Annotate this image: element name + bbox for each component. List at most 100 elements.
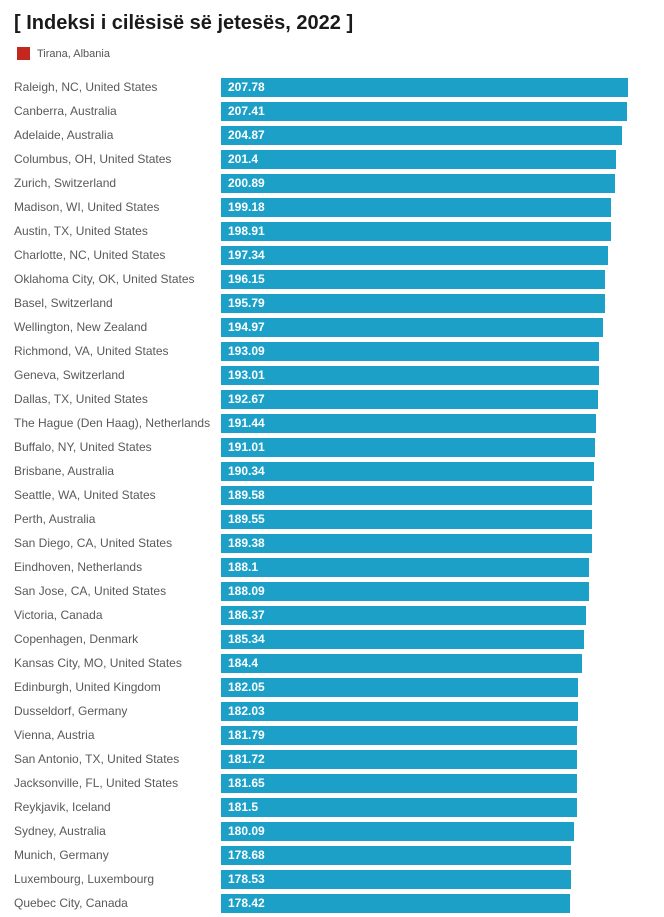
bar-label: Austin, TX, United States bbox=[14, 224, 148, 238]
chart-row: Charlotte, NC, United States 197.34 bbox=[14, 243, 664, 267]
bar-label: Geneva, Switzerland bbox=[14, 368, 125, 382]
bar: 193.01 bbox=[221, 365, 600, 385]
chart-row: Columbus, OH, United States 201.4 bbox=[14, 147, 664, 171]
bar-track: 193.09 bbox=[221, 341, 628, 361]
bar-track: 201.4 bbox=[221, 149, 628, 169]
bar-track: 207.78 bbox=[221, 77, 628, 97]
bar-track: 184.4 bbox=[221, 653, 628, 673]
chart-row: Zurich, Switzerland 200.89 bbox=[14, 171, 664, 195]
bar-value: 182.03 bbox=[228, 704, 265, 718]
chart-row: San Antonio, TX, United States 181.72 bbox=[14, 747, 664, 771]
bar: 182.05 bbox=[221, 677, 578, 697]
chart-row: Copenhagen, Denmark 185.34 bbox=[14, 627, 664, 651]
bar-chart: Raleigh, NC, United States 207.78 Canberra… bbox=[14, 75, 664, 915]
chart-row: Edinburgh, United Kingdom 182.05 bbox=[14, 675, 664, 699]
bar-value: 193.01 bbox=[228, 368, 265, 382]
bar: 195.79 bbox=[221, 293, 605, 313]
bar: 178.42 bbox=[221, 893, 571, 913]
bar-label: San Antonio, TX, United States bbox=[14, 752, 180, 766]
bar-value: 188.1 bbox=[228, 560, 259, 574]
bar-track: 185.34 bbox=[221, 629, 628, 649]
bar-track: 198.91 bbox=[221, 221, 628, 241]
chart-row: Brisbane, Australia 190.34 bbox=[14, 459, 664, 483]
bar-value: 193.09 bbox=[228, 344, 265, 358]
bar: 207.78 bbox=[221, 77, 628, 97]
bar: 185.34 bbox=[221, 629, 585, 649]
chart-row: Richmond, VA, United States 193.09 bbox=[14, 339, 664, 363]
bar: 188.09 bbox=[221, 581, 590, 601]
bar: 178.68 bbox=[221, 845, 571, 865]
bar-value: 181.5 bbox=[228, 800, 259, 814]
bar: 201.4 bbox=[221, 149, 616, 169]
bar-label: Perth, Australia bbox=[14, 512, 96, 526]
bar-label: Basel, Switzerland bbox=[14, 296, 113, 310]
bar-label: Jacksonville, FL, United States bbox=[14, 776, 179, 790]
bar: 198.91 bbox=[221, 221, 611, 241]
bar-label: Zurich, Switzerland bbox=[14, 176, 117, 190]
bar-track: 194.97 bbox=[221, 317, 628, 337]
chart-row: Sydney, Australia 180.09 bbox=[14, 819, 664, 843]
bar-value: 189.58 bbox=[228, 488, 265, 502]
bar-value: 184.4 bbox=[228, 656, 259, 670]
bar-track: 193.01 bbox=[221, 365, 628, 385]
bar-value: 186.37 bbox=[228, 608, 265, 622]
chart-row: Madison, WI, United States 199.18 bbox=[14, 195, 664, 219]
bar-value: 207.41 bbox=[228, 104, 265, 118]
page-title: [ Indeksi i cilësisë së jetesës, 2022 ] bbox=[14, 12, 354, 34]
bar-track: 186.37 bbox=[221, 605, 628, 625]
chart-row: Jacksonville, FL, United States 181.65 bbox=[14, 771, 664, 795]
bar-track: 197.34 bbox=[221, 245, 628, 265]
bar: 189.38 bbox=[221, 533, 592, 553]
chart-row: Wellington, New Zealand 194.97 bbox=[14, 315, 664, 339]
bar-track: 199.18 bbox=[221, 197, 628, 217]
bar: 181.72 bbox=[221, 749, 577, 769]
bar-value: 201.4 bbox=[228, 152, 259, 166]
chart-row: San Diego, CA, United States 189.38 bbox=[14, 531, 664, 555]
legend-label: Tirana, Albania bbox=[37, 47, 110, 60]
bar-value: 191.01 bbox=[228, 440, 265, 454]
chart-row: San Jose, CA, United States 188.09 bbox=[14, 579, 664, 603]
bar: 191.44 bbox=[221, 413, 596, 433]
bar: 181.79 bbox=[221, 725, 578, 745]
bar-track: 180.09 bbox=[221, 821, 628, 841]
bar-track: 200.89 bbox=[221, 173, 628, 193]
bar: 186.37 bbox=[221, 605, 587, 625]
bar-track: 189.38 bbox=[221, 533, 628, 553]
bar-track: 181.79 bbox=[221, 725, 628, 745]
chart-row: Dallas, TX, United States 192.67 bbox=[14, 387, 664, 411]
bar-label: Luxembourg, Luxembourg bbox=[14, 872, 155, 886]
chart-row: Munich, Germany 178.68 bbox=[14, 843, 664, 867]
bar-track: 182.03 bbox=[221, 701, 628, 721]
bar-label: Victoria, Canada bbox=[14, 608, 103, 622]
bar: 194.97 bbox=[221, 317, 603, 337]
bar-label: Oklahoma City, OK, United States bbox=[14, 272, 195, 286]
bar: 200.89 bbox=[221, 173, 615, 193]
bar-value: 181.65 bbox=[228, 776, 265, 790]
bar-track: 204.87 bbox=[221, 125, 628, 145]
bar-label: Quebec City, Canada bbox=[14, 896, 128, 910]
bar-value: 191.44 bbox=[228, 416, 265, 430]
bar-track: 192.67 bbox=[221, 389, 628, 409]
bar: 190.34 bbox=[221, 461, 594, 481]
bar-label: Dusseldorf, Germany bbox=[14, 704, 128, 718]
bar-value: 199.18 bbox=[228, 200, 265, 214]
bar-track: 178.53 bbox=[221, 869, 628, 889]
chart-row: Oklahoma City, OK, United States 196.15 bbox=[14, 267, 664, 291]
bar: 182.03 bbox=[221, 701, 578, 721]
chart-row: Perth, Australia 189.55 bbox=[14, 507, 664, 531]
bar-track: 181.5 bbox=[221, 797, 628, 817]
chart-legend: Tirana, Albania bbox=[17, 47, 664, 60]
chart-row: Raleigh, NC, United States 207.78 bbox=[14, 75, 664, 99]
bar-label: The Hague (Den Haag), Netherlands bbox=[14, 416, 211, 430]
chart-row: Geneva, Switzerland 193.01 bbox=[14, 363, 664, 387]
bar-value: 198.91 bbox=[228, 224, 265, 238]
chart-row: Victoria, Canada 186.37 bbox=[14, 603, 664, 627]
bar: 197.34 bbox=[221, 245, 608, 265]
bar-track: 196.15 bbox=[221, 269, 628, 289]
bar-value: 185.34 bbox=[228, 632, 265, 646]
bar-track: 181.65 bbox=[221, 773, 628, 793]
chart-row: Buffalo, NY, United States 191.01 bbox=[14, 435, 664, 459]
bar-track: 207.41 bbox=[221, 101, 628, 121]
bar-label: Kansas City, MO, United States bbox=[14, 656, 182, 670]
